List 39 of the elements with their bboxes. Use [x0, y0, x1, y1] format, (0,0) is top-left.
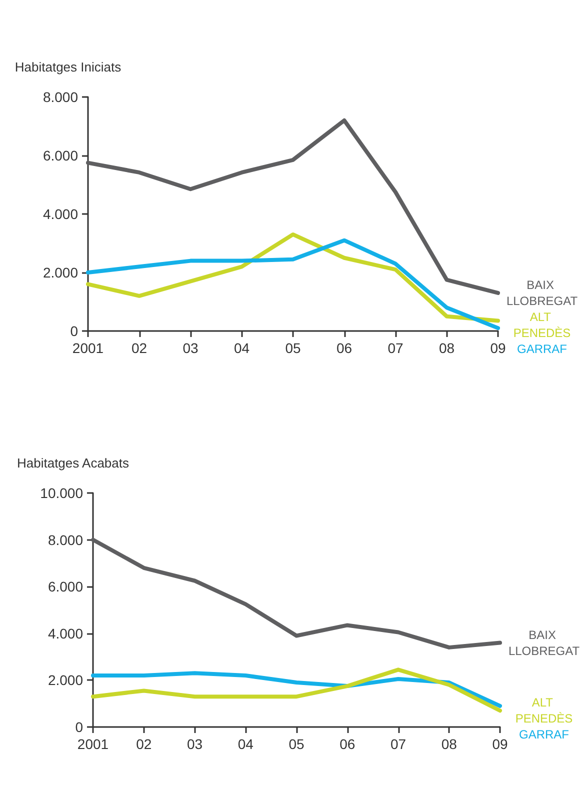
x-tick-label: 05	[288, 736, 304, 752]
y-tick-label: 0	[75, 719, 84, 735]
x-tick-label: 2001	[77, 736, 109, 752]
x-tick-label: 04	[234, 340, 250, 356]
line-series	[91, 538, 502, 650]
x-tick-label: 2001	[72, 340, 104, 356]
y-axis-title: Habitatges Iniciats	[14, 60, 122, 74]
x-tick-label: 08	[441, 736, 458, 752]
y-tick-label: 8.000	[42, 89, 78, 105]
y-tick-label: 2.000	[48, 672, 84, 688]
y-tick-label: 0	[70, 323, 78, 339]
line-series	[86, 118, 500, 295]
series-label: GARRAF	[516, 342, 568, 356]
x-tick-label: 04	[238, 736, 254, 752]
x-tick-label: 07	[390, 736, 406, 752]
y-tick-label: 2.000	[42, 264, 78, 280]
x-tick-label: 05	[285, 340, 301, 356]
series-label: ALT PENEDÈS	[513, 310, 571, 340]
y-tick-label: 4.000	[48, 625, 84, 642]
x-tick-label: 06	[340, 736, 356, 752]
x-tick-label: 03	[182, 340, 198, 356]
y-tick-label: 6.000	[42, 148, 78, 164]
x-tick-label: 02	[131, 340, 148, 356]
x-tick-label: 02	[136, 736, 152, 752]
series-label: BAIX LLOBREGAT	[508, 628, 580, 658]
y-axis-title: Habitatges Acabats	[16, 456, 130, 470]
text: GARRAF	[518, 728, 570, 742]
x-tick-label: 09	[490, 340, 506, 356]
x-tick-label: 06	[336, 340, 352, 356]
y-tick-label: 8.000	[48, 532, 84, 548]
series-label: BAIX LLOBREGAT	[506, 278, 578, 308]
x-tick-label: 07	[388, 340, 404, 356]
y-tick-label: 6.000	[48, 578, 84, 595]
x-tick-label: 08	[438, 340, 455, 356]
y-tick-label: 10.000	[40, 485, 84, 501]
x-tick-label: 03	[186, 736, 203, 752]
x-tick-label: 09	[492, 736, 508, 752]
series-label: ALT PENEDÈS	[515, 696, 573, 726]
y-tick-label: 4.000	[42, 206, 78, 222]
